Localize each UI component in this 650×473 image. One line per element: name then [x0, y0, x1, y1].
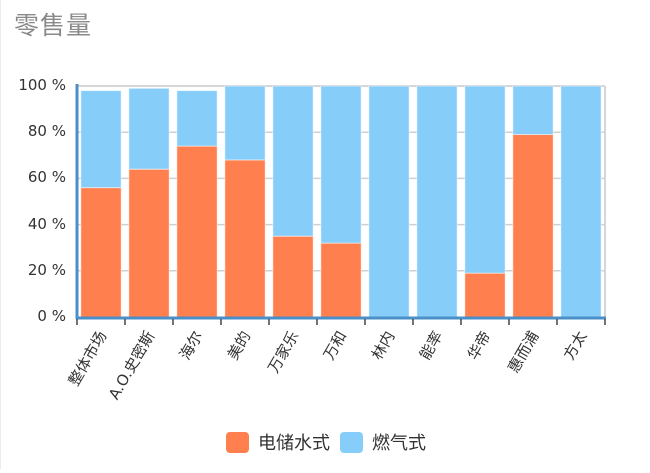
y-tick-label: 80 % [27, 122, 66, 141]
y-tick-label: 20 % [27, 260, 66, 279]
y-tick-label: 60 % [27, 168, 66, 187]
bar-segment [224, 85, 266, 161]
x-tick-label: 林内 [368, 328, 399, 363]
x-tick-label: 整体市场 [65, 328, 111, 389]
chart-title: 零售量 [14, 11, 93, 40]
legend: 电储水式 燃气式 [226, 429, 436, 455]
bar-segment [128, 87, 170, 170]
bar-segment [368, 85, 410, 318]
legend-label-gas: 燃气式 [372, 433, 426, 454]
bar-segment [176, 90, 218, 147]
bar-segment [80, 187, 122, 318]
bar-segment [272, 85, 314, 237]
x-tick-label: 惠而浦 [504, 328, 542, 376]
bar-segment [320, 242, 362, 318]
bar-segment [560, 85, 602, 318]
x-tick-label: A.O.史密斯 [105, 328, 158, 403]
bar-segment [80, 90, 122, 189]
bar-segment [128, 168, 170, 318]
y-tick-label: 100 % [18, 76, 66, 94]
legend-item-gas[interactable]: 燃气式 [340, 429, 426, 455]
x-tick-label: 万和 [320, 328, 351, 363]
bar-segment [224, 159, 266, 318]
x-tick-label: 方太 [560, 328, 591, 363]
x-tick-label: 海尔 [176, 328, 207, 363]
bar-segment [464, 272, 506, 318]
x-tick-label: 万家乐 [264, 328, 302, 376]
y-tick-label: 40 % [27, 214, 66, 233]
x-tick-label: 美的 [224, 328, 255, 363]
x-tick-label: 华帝 [464, 328, 495, 363]
bar-segment [512, 85, 554, 136]
bar-segment [416, 85, 458, 318]
legend-swatch-gas [340, 431, 363, 453]
y-tick-label: 0 % [37, 307, 66, 325]
bar-segment [176, 145, 218, 318]
bar-segment [320, 85, 362, 244]
bar-segment [272, 235, 314, 318]
legend-label-electric: 电储水式 [258, 433, 330, 454]
x-tick-label: 能率 [416, 328, 447, 363]
legend-item-electric[interactable]: 电储水式 [226, 429, 330, 455]
bar-segment [512, 134, 554, 318]
bar-segment [464, 85, 506, 274]
legend-swatch-electric [226, 431, 249, 453]
